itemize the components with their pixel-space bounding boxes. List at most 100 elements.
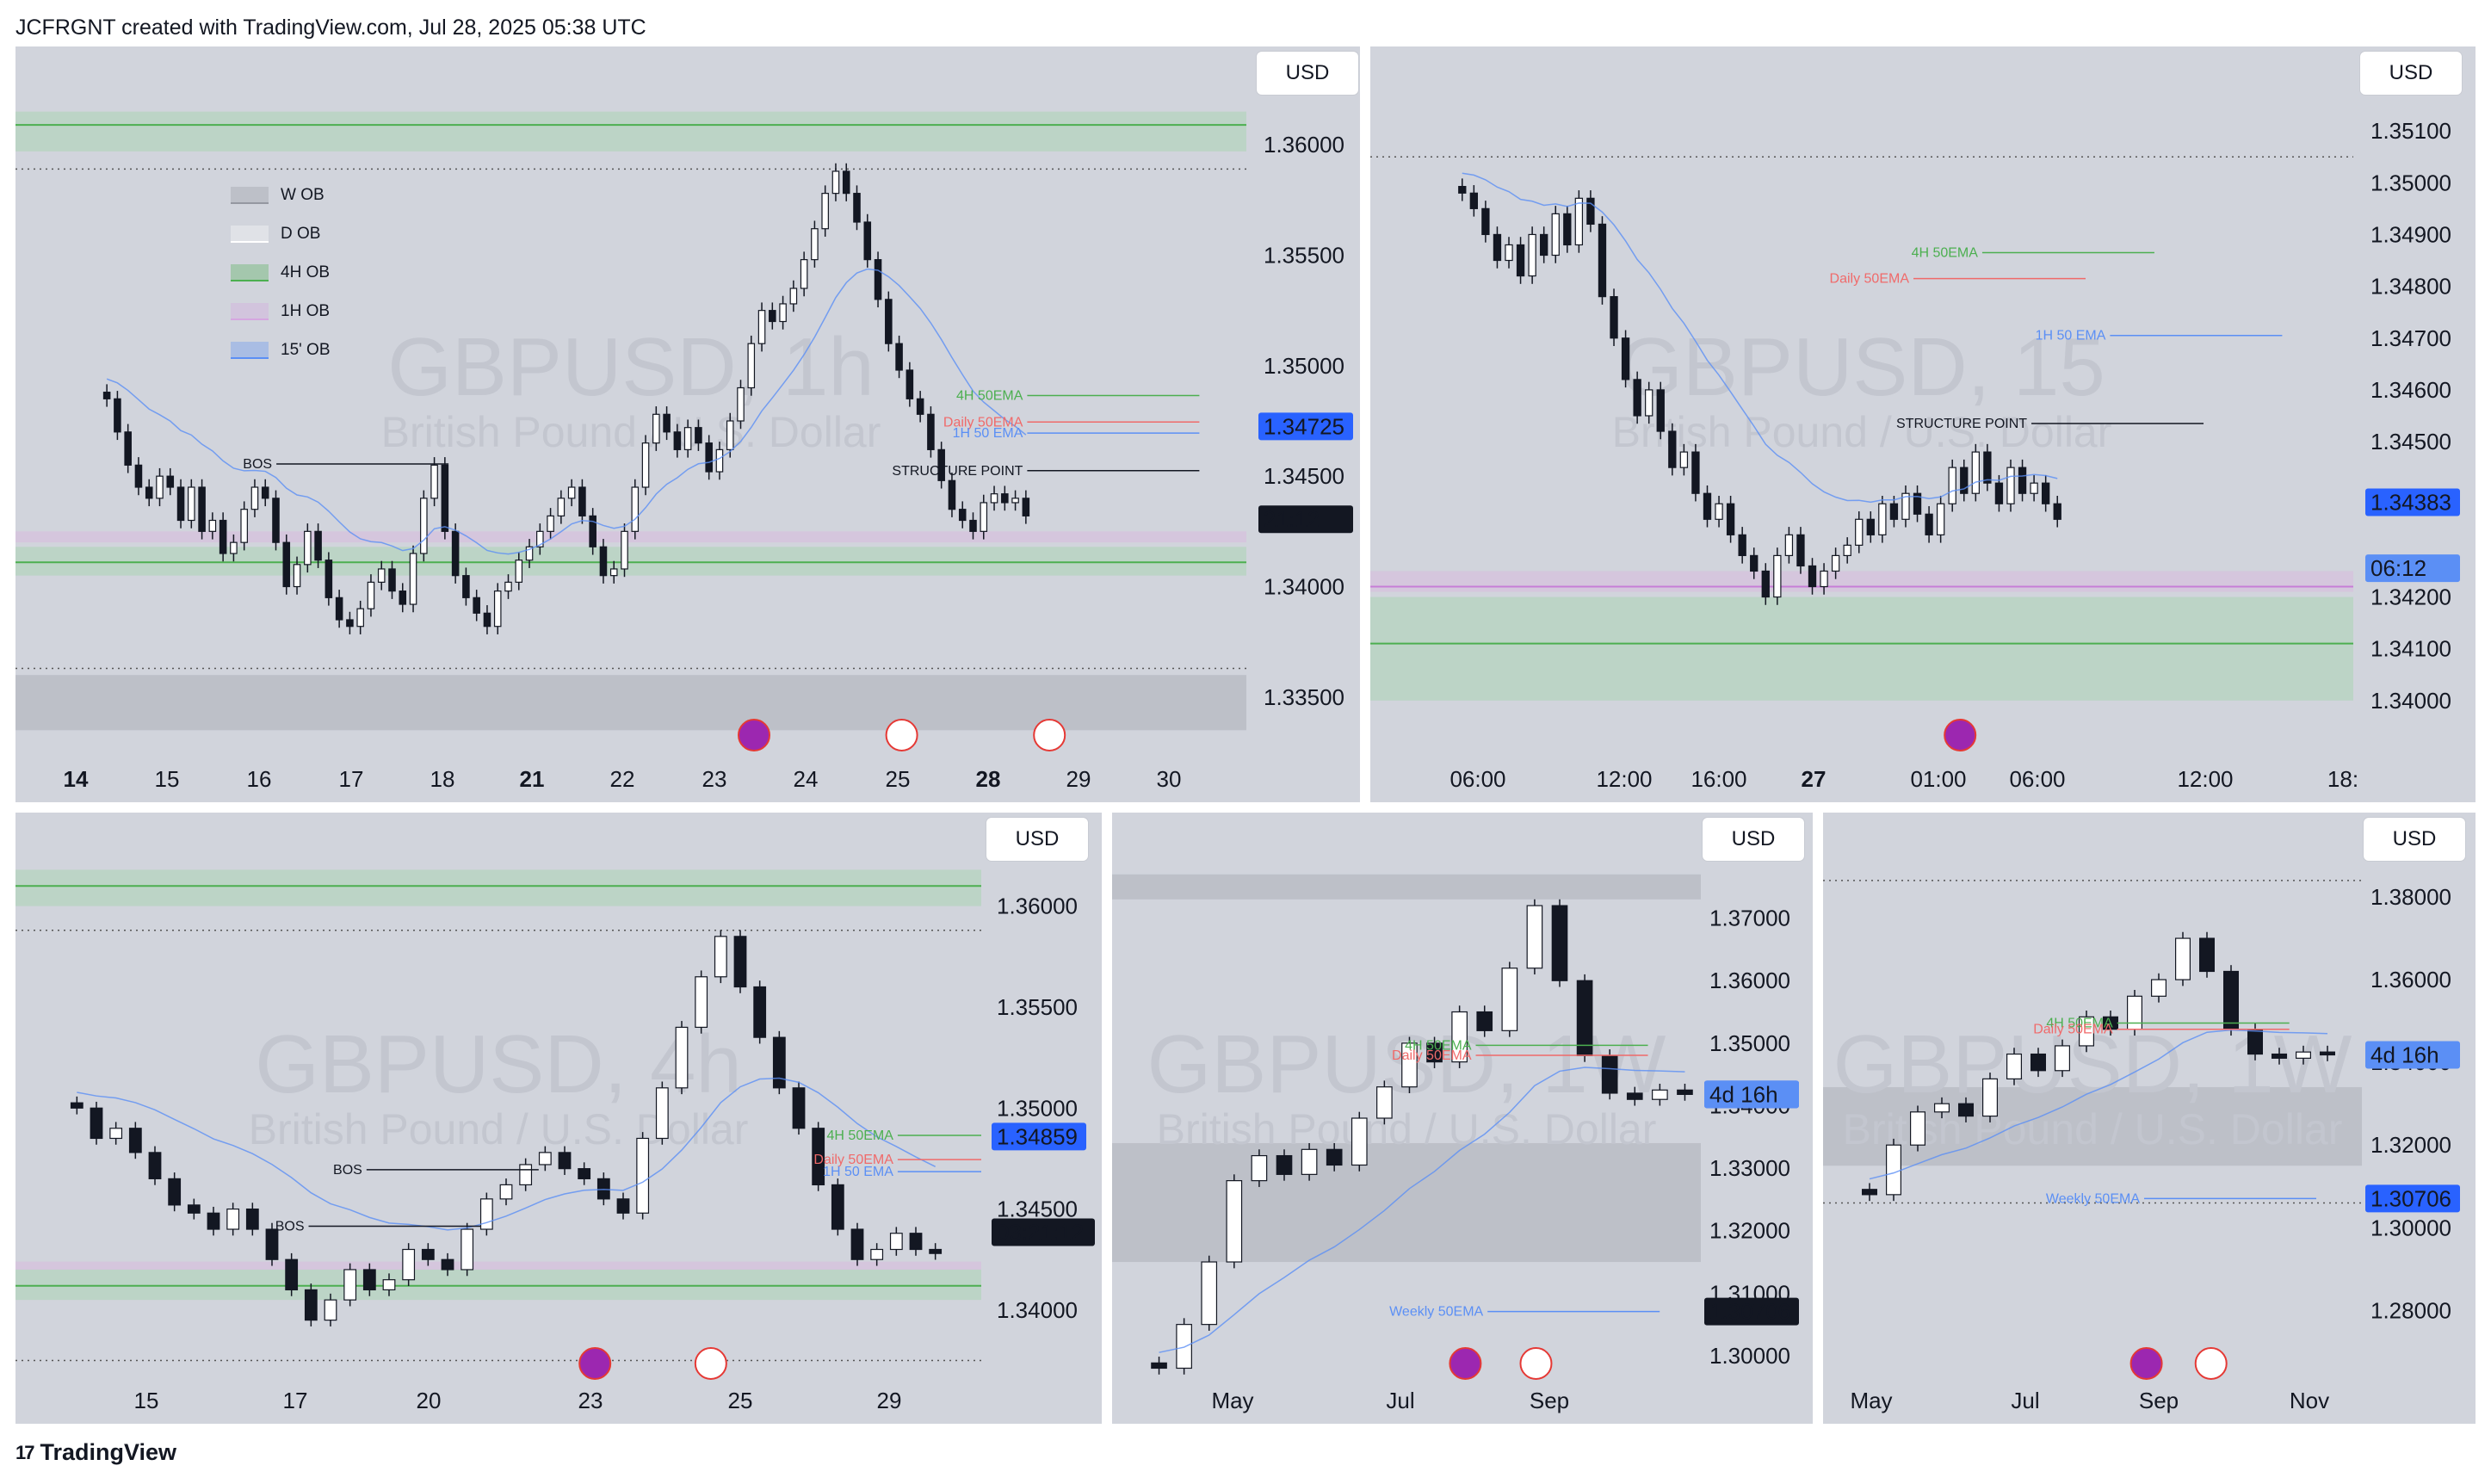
x-tick-label: Sep xyxy=(2139,1388,2179,1413)
candle xyxy=(1750,554,1759,572)
price-label: 4d 16h xyxy=(2370,1042,2439,1068)
legend-swatch xyxy=(231,302,269,320)
candle xyxy=(1621,337,1630,380)
candle xyxy=(2053,503,2061,520)
candle xyxy=(1276,1154,1293,1175)
candle xyxy=(1885,1144,1901,1196)
watermark-title: GBPUSD, 15 xyxy=(1618,321,2105,413)
candle xyxy=(451,530,460,577)
price-label: 1.30706 xyxy=(1709,1299,1790,1325)
x-tick-label: Jul xyxy=(2011,1388,2039,1413)
candle xyxy=(114,398,121,433)
candle xyxy=(1505,244,1513,262)
x-tick-label: May xyxy=(1211,1388,1253,1413)
zone-pink xyxy=(1370,571,2353,592)
chart-panel-1w-b[interactable]: USD GBPUSD, 1W British Pound / U.S. Dolla… xyxy=(1823,813,2476,1424)
candle xyxy=(250,486,259,510)
footer-brand[interactable]: 17 TradingView xyxy=(15,1439,176,1466)
x-tick-label: 16 xyxy=(247,766,272,792)
x-tick-label: 17 xyxy=(283,1388,308,1413)
candle xyxy=(1831,554,1840,572)
candle xyxy=(1476,1011,1493,1031)
zone-gray xyxy=(1112,1143,1701,1263)
earnings-event-icon xyxy=(1449,1347,1482,1380)
watermark-title: GBPUSD, 4h xyxy=(255,1018,742,1110)
currency-button[interactable]: USD xyxy=(1257,52,1358,95)
annotation-label: 4H 50EMA xyxy=(827,1128,894,1143)
candle xyxy=(1668,430,1677,468)
x-tick-label: 25 xyxy=(886,766,911,792)
currency-button[interactable]: USD xyxy=(2364,818,2465,861)
currency-button[interactable]: USD xyxy=(1703,818,1804,861)
candle xyxy=(1796,534,1805,567)
candle xyxy=(655,1087,669,1140)
candle xyxy=(753,986,767,1038)
candle xyxy=(293,564,301,588)
legend-item: W OB xyxy=(231,176,331,214)
annotation-label: 4H 50EMA xyxy=(2046,1017,2113,1031)
chart-panel-4h[interactable]: USD GBPUSD, 4h British Pound / U.S. Dolla… xyxy=(15,813,1102,1424)
candle xyxy=(1691,451,1700,494)
x-tick-label: 12:00 xyxy=(1596,766,1652,792)
earnings-event-icon xyxy=(1944,719,1977,751)
annotation-label: Daily 50EMA xyxy=(813,1153,893,1167)
candle xyxy=(863,221,872,261)
legend-item: 4H OB xyxy=(231,253,331,292)
candle xyxy=(812,1128,825,1186)
price-label: 06:12 xyxy=(2370,555,2426,581)
candle xyxy=(1001,493,1009,504)
candle xyxy=(2247,1029,2264,1055)
price-label-bg xyxy=(992,1122,1086,1151)
candle xyxy=(2031,1053,2047,1072)
legend-label: D OB xyxy=(281,224,321,243)
legend-label: 1H OB xyxy=(281,301,331,320)
x-tick-label: 24 xyxy=(794,766,819,792)
price-label-bg xyxy=(1704,1080,1799,1109)
chart-panel-1h[interactable]: USD GBPUSD, 1h British Pound / U.S. Dolla… xyxy=(15,46,1360,802)
annotation-label: Daily 50EMA xyxy=(943,415,1023,430)
currency-button[interactable]: USD xyxy=(986,818,1088,861)
candle xyxy=(726,420,734,450)
y-tick-label: 1.37000 xyxy=(1709,906,1790,931)
ema-line xyxy=(106,268,1027,555)
candle xyxy=(695,427,702,444)
legend-swatch xyxy=(231,186,269,204)
x-tick-label: 23 xyxy=(702,766,727,792)
candle xyxy=(811,228,819,261)
legend-item: 1H OB xyxy=(231,292,331,331)
candle xyxy=(515,560,523,583)
candle xyxy=(1909,1111,1925,1146)
y-tick-label: 1.34800 xyxy=(2370,274,2451,300)
candle xyxy=(324,1299,337,1321)
annotation-label: 1H 50 EMA xyxy=(953,426,1023,441)
price-label: 1.34859 xyxy=(997,1123,1078,1149)
legend-label: 15' OB xyxy=(281,340,331,359)
candle xyxy=(853,193,861,223)
candle xyxy=(2006,1053,2023,1079)
x-tick-label: 14 xyxy=(64,766,89,792)
chart-panel-15m[interactable]: USD GBPUSD, 15 British Pound / U.S. Dolla… xyxy=(1370,46,2476,802)
candle xyxy=(578,1168,591,1179)
candle xyxy=(1901,492,1910,520)
candle xyxy=(1913,492,1922,515)
candle xyxy=(631,486,640,532)
annotation-label: BOS xyxy=(333,1163,362,1178)
price-label-bg xyxy=(1258,505,1353,534)
annotation-label: STRUCTURE POINT xyxy=(892,464,1023,479)
candle xyxy=(479,1198,493,1230)
zone-green xyxy=(15,111,1246,151)
y-tick-label: 1.34200 xyxy=(2370,584,2451,610)
candle xyxy=(1656,389,1665,432)
annotation-label: 4H 50EMA xyxy=(956,388,1023,403)
candle xyxy=(831,170,840,195)
candle xyxy=(652,413,660,444)
candle xyxy=(609,568,618,577)
currency-button[interactable]: USD xyxy=(2360,52,2462,95)
candle xyxy=(473,597,480,614)
candle xyxy=(1551,905,1568,981)
x-tick-label: 12:00 xyxy=(2177,766,2233,792)
candle xyxy=(1925,513,1933,535)
candle xyxy=(367,581,375,609)
y-tick-label: 1.34500 xyxy=(997,1196,1078,1222)
